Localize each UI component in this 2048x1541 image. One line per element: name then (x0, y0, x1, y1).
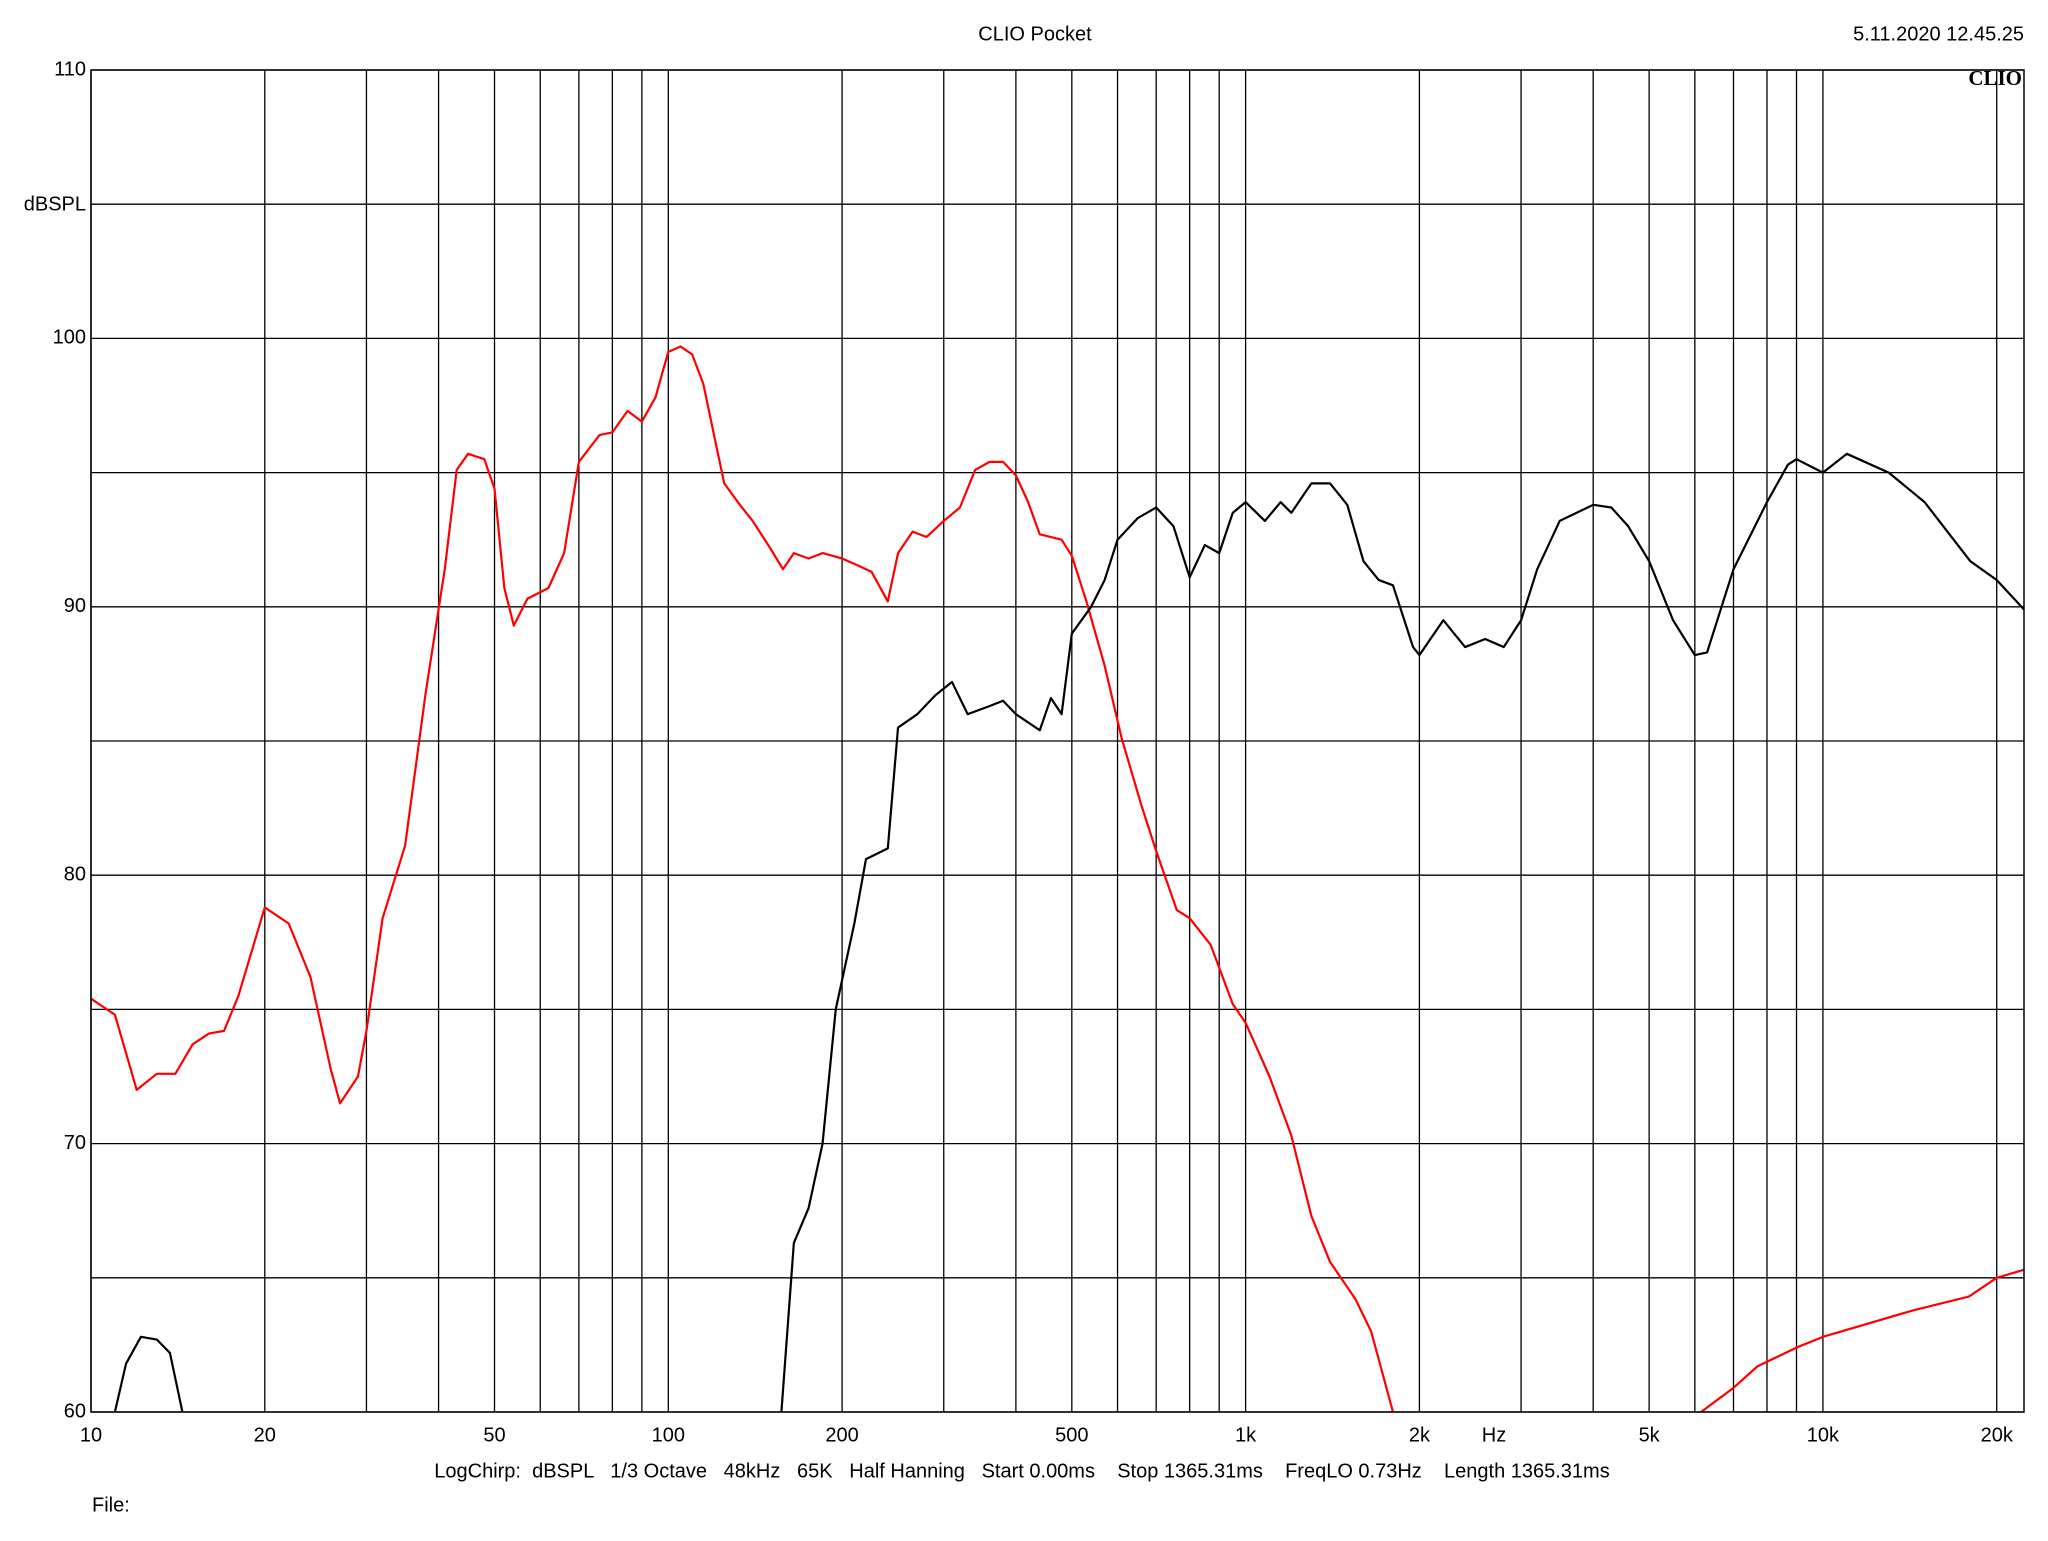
x-axis-label: Hz (1482, 1424, 1506, 1446)
footer: LogChirp: dBSPL 1/3 Octave 48kHz 65K Hal… (434, 1460, 1609, 1482)
series-line (91, 345, 2024, 1412)
y-tick-label: 80 (64, 863, 86, 885)
plot-frame (90, 69, 2025, 1413)
y-tick-label: 70 (64, 1132, 86, 1154)
y-axis-label: dBSPL (24, 193, 86, 215)
x-tick-label: 20k (1981, 1424, 2014, 1446)
x-tick-label: 50 (483, 1424, 505, 1446)
x-tick-label: 2k (1409, 1424, 1431, 1446)
x-tick-label: 500 (1055, 1424, 1088, 1446)
y-tick-label: 90 (64, 595, 86, 617)
grid (90, 69, 2024, 1413)
plot-lines (91, 345, 2024, 1412)
series-line (113, 452, 2024, 1412)
chart-title: CLIO Pocket (978, 23, 1092, 45)
x-tick-label: 10 (80, 1424, 102, 1446)
x-tick-label: 5k (1639, 1424, 1661, 1446)
x-tick-label: 20 (254, 1424, 276, 1446)
y-tick-label: 110 (54, 58, 86, 80)
x-tick-label: 1k (1235, 1424, 1257, 1446)
x-tick-label: 10k (1807, 1424, 1840, 1446)
x-tick-label: 100 (652, 1424, 685, 1446)
y-tick-label: 100 (53, 327, 86, 349)
file-label: File: (92, 1494, 130, 1516)
x-tick-label: 200 (825, 1424, 858, 1446)
timestamp: 5.11.2020 12.45.25 (1853, 23, 2024, 45)
y-tick-label: 60 (64, 1400, 86, 1422)
